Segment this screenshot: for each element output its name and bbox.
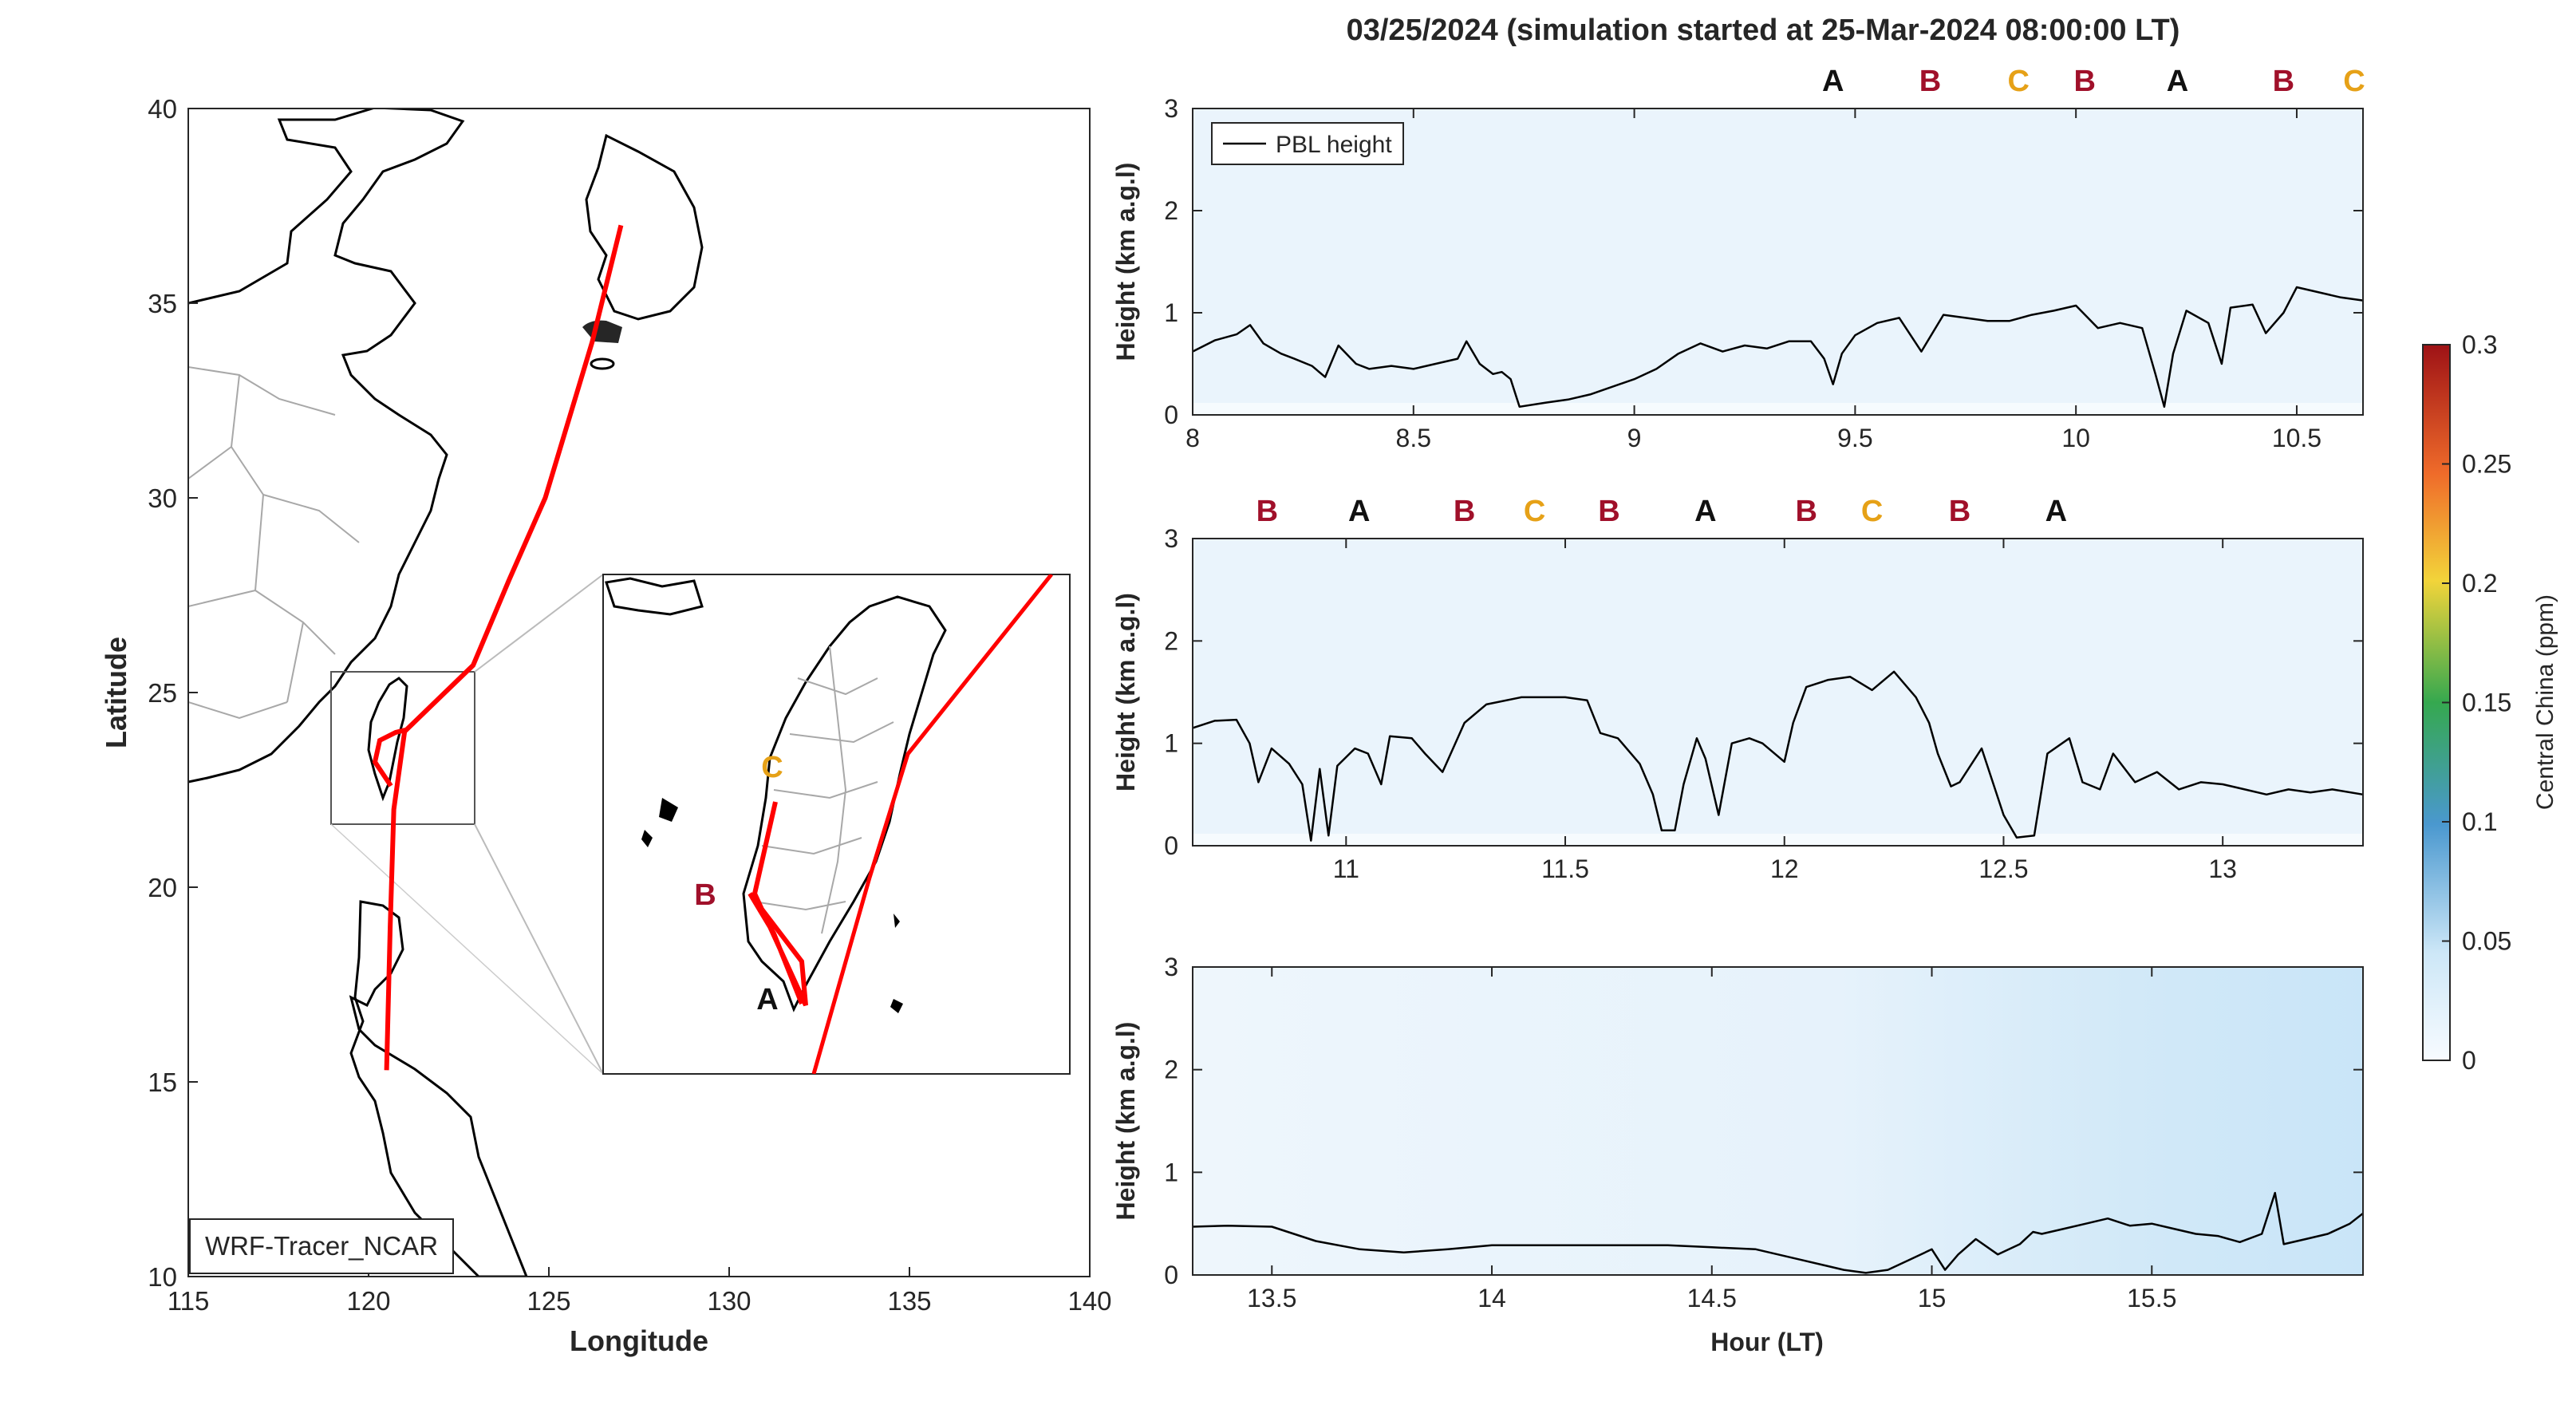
pbl-height-line: [1192, 1191, 2364, 1274]
xtick-label: 12.5: [1978, 855, 2028, 883]
location-marker-b: B: [2273, 65, 2294, 98]
colorbar-tick-label: 0.25: [2462, 450, 2511, 479]
xtick-label: 9: [1627, 424, 1642, 452]
map-ytick-label: 20: [148, 873, 177, 902]
ytick-label: 2: [1164, 196, 1178, 225]
map-axis-ticks: 115 120 125 130 135 140 10 15 20 25 30 35 40: [148, 94, 1111, 1316]
colorbar-tick-label: 0.2: [2462, 569, 2497, 598]
location-marker-a: A: [2167, 65, 2188, 98]
ytick-label: 3: [1164, 953, 1178, 981]
location-marker-b: B: [2074, 65, 2096, 98]
location-marker-a: A: [1822, 65, 1844, 98]
inset-marker-c: C: [761, 751, 783, 784]
location-marker-b: B: [1598, 495, 1619, 528]
location-marker-c: C: [1861, 495, 1883, 528]
panel-1: 8 8.5 9 9.5 10 10.5 0 1 2 3 Height (km a.g.l) A B C B A…: [1111, 65, 2365, 452]
location-marker-b: B: [1256, 495, 1278, 528]
colorbar-label: Central China (ppm): [2532, 594, 2558, 810]
panel-ylabel: Height (km a.g.l): [1111, 163, 1140, 361]
ytick-label: 2: [1164, 1056, 1178, 1084]
location-marker-c: C: [2343, 65, 2365, 98]
xtick-label: 12: [1770, 855, 1799, 883]
map-xtick-label: 120: [346, 1286, 390, 1316]
map-ylabel: Latitude: [100, 637, 132, 748]
tracer-field: [1193, 967, 2363, 1275]
map-coastlines: [188, 109, 704, 1277]
xtick-label: 14.5: [1687, 1284, 1737, 1312]
ytick-label: 1: [1164, 1158, 1178, 1186]
colorbar-tick-label: 0: [2462, 1046, 2476, 1075]
xtick-label: 8: [1185, 424, 1200, 452]
xtick-label: 11: [1333, 855, 1359, 883]
model-label: WRF-Tracer_NCAR: [205, 1231, 438, 1261]
tracer-field: [1193, 539, 2363, 846]
xtick-label: 15: [1918, 1284, 1947, 1312]
panel-ylabel: Height (km a.g.l): [1111, 1022, 1140, 1221]
ytick-label: 0: [1164, 1261, 1178, 1289]
legend-label: PBL height: [1276, 132, 1392, 158]
hour-xlabel: Hour (LT): [1710, 1328, 1824, 1356]
colorbar-tick-label: 0.3: [2462, 330, 2497, 359]
trajectory-line: [384, 224, 624, 1071]
location-marker-a: A: [1348, 495, 1370, 528]
map-xtick-label: 135: [887, 1286, 931, 1316]
map-ytick-label: 10: [148, 1262, 177, 1292]
map-ytick-label: 40: [148, 94, 177, 124]
ytick-label: 3: [1164, 94, 1178, 123]
map-ytick-label: 35: [148, 289, 177, 318]
pbl-height-line: [1192, 670, 2364, 842]
taiwan-inset: C B A: [602, 574, 1071, 1075]
figure-title: 03/25/2024 (simulation started at 25-Mar…: [1347, 14, 2180, 47]
colorbar-tick-label: 0.05: [2462, 927, 2511, 956]
location-marker-c: C: [2007, 65, 2029, 98]
map-xtick-label: 140: [1067, 1286, 1111, 1316]
location-marker-b: B: [1454, 495, 1475, 528]
colorbar-tick-label: 0.15: [2462, 689, 2511, 717]
xtick-label: 13: [2208, 855, 2237, 883]
ytick-label: 2: [1164, 626, 1178, 655]
map-xtick-label: 130: [707, 1286, 751, 1316]
location-marker-a: A: [1694, 495, 1716, 528]
inset-marker-b: B: [694, 878, 716, 912]
xtick-label: 11.5: [1541, 855, 1589, 883]
ytick-label: 3: [1164, 524, 1178, 553]
ytick-label: 0: [1164, 831, 1178, 860]
xtick-label: 14: [1477, 1284, 1506, 1312]
location-marker-c: C: [1524, 495, 1545, 528]
ytick-label: 0: [1164, 401, 1178, 429]
xtick-label: 8.5: [1396, 424, 1431, 452]
pbl-height-line: [1192, 286, 2364, 409]
xtick-label: 10: [2061, 424, 2090, 452]
colorbar-ticks: 0 0.05 0.1 0.15 0.2 0.25 0.3: [2442, 330, 2511, 1075]
map-xlabel: Longitude: [570, 1324, 708, 1357]
map-xtick-label: 115: [168, 1286, 210, 1316]
location-marker-b: B: [1795, 495, 1817, 528]
map-xtick-label: 125: [527, 1286, 570, 1316]
xtick-label: 15.5: [2127, 1284, 2176, 1312]
colorbar-tick-label: 0.1: [2462, 807, 2497, 836]
ytick-label: 1: [1164, 729, 1178, 758]
location-marker-a: A: [2045, 495, 2067, 528]
panel-3: 13.5 14 14.5 15 15.5 0 1 2 3 Height (km a.g.l): [1111, 953, 2364, 1312]
ytick-label: 1: [1164, 298, 1178, 327]
xtick-label: 10.5: [2272, 424, 2322, 452]
xtick-label: 13.5: [1247, 1284, 1296, 1312]
legend: PBL height: [1211, 122, 1404, 165]
panel-ylabel: Height (km a.g.l): [1111, 593, 1140, 791]
map-ytick-label: 15: [148, 1068, 177, 1097]
location-marker-b: B: [1919, 65, 1941, 98]
map-ytick-label: 30: [148, 483, 177, 513]
map-ytick-label: 25: [148, 678, 177, 708]
xtick-label: 9.5: [1837, 424, 1872, 452]
colorbar: 0 0.05 0.1 0.15 0.2 0.25 0.3 Central China (pp…: [2422, 330, 2558, 1075]
inset-marker-a: A: [756, 983, 778, 1016]
location-marker-b: B: [1949, 495, 1970, 528]
